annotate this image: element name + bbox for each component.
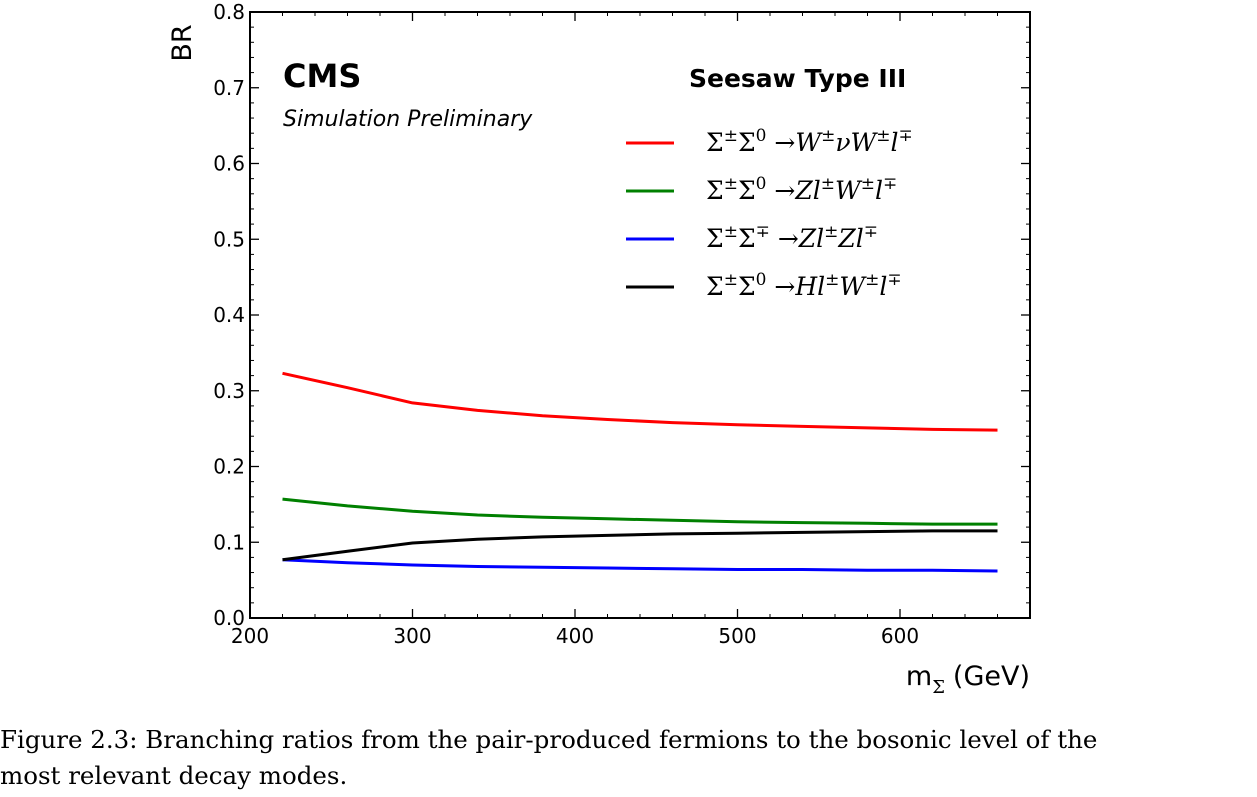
y-tick-label: 0.0: [213, 606, 245, 630]
y-tick-label: 0.2: [213, 455, 245, 479]
legend: Seesaw Type III Σ±Σ0 →W±νW±l∓Σ±Σ0 →Zl±W±…: [626, 64, 913, 301]
y-axis-ticks: 0.0 0.1 0.2 0.3 0.4 0.5 0.6 0.7 0.8: [213, 0, 1030, 630]
plot-frame: [249, 11, 1031, 619]
legend-entry-part: Σ: [706, 176, 724, 205]
legend-entry-part: →: [766, 272, 795, 301]
legend-entry-part: ±: [824, 222, 838, 242]
legend-entry: Σ±Σ0 →W±νW±l∓: [706, 126, 913, 157]
y-tick-label: 0.5: [213, 227, 245, 251]
x-tick-label: 500: [718, 624, 756, 648]
y-tick-label: 0.1: [213, 530, 245, 554]
legend-entry-part: W: [835, 176, 863, 205]
legend-entry-part: ±: [724, 222, 738, 242]
series-line-1: [282, 371, 998, 432]
legend-entry: Σ±Σ0 →Zl±W±l∓: [706, 174, 897, 205]
legend-entry-part: l: [879, 272, 887, 301]
y-tick-label: 0.6: [213, 152, 245, 176]
figure-caption: Figure 2.3: Branching ratios from the pa…: [0, 722, 1257, 794]
caption-line-2: most relevant decay modes.: [0, 761, 348, 790]
legend-entry-part: Zl: [837, 224, 863, 253]
y-tick-label: 0.8: [213, 0, 245, 24]
series-line-3: [282, 558, 998, 573]
legend-entry-part: 0: [756, 126, 767, 146]
simulation-preliminary-label: Simulation Preliminary: [283, 107, 533, 132]
y-tick-label: 0.7: [213, 76, 245, 100]
legend-entry-part: Σ: [706, 128, 724, 157]
series-line-4: [282, 529, 998, 562]
minor-ticks: [250, 12, 1031, 618]
x-tick-label: 300: [393, 624, 431, 648]
legend-entry-part: 0: [756, 270, 767, 290]
legend-entry-part: l: [890, 128, 898, 157]
legend-entry-part: ±: [865, 270, 879, 290]
x-axis-ticks: 200 300 400 500 600: [231, 12, 919, 648]
legend-entry-part: Σ: [706, 224, 724, 253]
legend-entry-part: ±: [876, 126, 890, 146]
y-tick-label: 0.4: [213, 303, 245, 327]
x-axis-label-subscript: Σ: [932, 677, 945, 698]
legend-entry-part: Σ: [738, 128, 756, 157]
legend-entry-part: Σ: [706, 272, 724, 301]
x-axis-label-unit: (GeV): [953, 661, 1030, 692]
legend-entry: Σ±Σ∓ →Zl±Zl∓: [706, 222, 878, 253]
legend-entry-part: ∓: [756, 222, 770, 242]
legend-entry-part: ±: [724, 174, 738, 194]
legend-entry-part: Hl: [794, 272, 825, 301]
legend-entry-part: →: [766, 128, 795, 157]
legend-entry-part: ±: [825, 270, 839, 290]
y-tick-label: 0.3: [213, 379, 245, 403]
plot-area-border: [249, 11, 1031, 619]
legend-entry-part: Zl: [798, 224, 824, 253]
legend-entry-part: →: [766, 176, 795, 205]
x-tick-label: 400: [556, 624, 594, 648]
legend-entry-part: Zl: [794, 176, 820, 205]
legend-entry-part: →: [770, 224, 799, 253]
cms-label: CMS: [283, 57, 361, 95]
series-lines: [282, 371, 998, 573]
legend-entry-part: Σ: [738, 272, 756, 301]
legend-entry-part: l: [875, 176, 883, 205]
legend-entry-part: ±: [821, 174, 835, 194]
legend-entry-part: ±: [724, 270, 738, 290]
legend-entry-part: Σ: [738, 176, 756, 205]
legend-entry-part: W: [839, 272, 867, 301]
series-line-2: [282, 497, 998, 526]
legend-entry-part: ±: [724, 126, 738, 146]
legend-entry: Σ±Σ0 →Hl±W±l∓: [706, 270, 902, 301]
legend-entry-part: W: [795, 128, 823, 157]
legend-entry-part: ∓: [887, 270, 901, 290]
x-axis-label: mΣ (GeV): [906, 661, 1030, 698]
x-tick-label: 600: [881, 624, 919, 648]
legend-entry-part: ∓: [883, 174, 897, 194]
legend-entry-part: ∓: [864, 222, 878, 242]
legend-entry-part: ±: [861, 174, 875, 194]
y-axis-label: BR: [167, 24, 198, 61]
legend-entry-part: Σ: [738, 224, 756, 253]
x-tick-label: 200: [231, 624, 269, 648]
legend-entry-part: 0: [756, 174, 767, 194]
legend-entry-part: ±: [821, 126, 835, 146]
legend-entry-part: ∓: [898, 126, 912, 146]
x-axis-label-m: m: [906, 661, 932, 692]
caption-line-1: Figure 2.3: Branching ratios from the pa…: [0, 725, 1098, 754]
legend-entry-part: νW: [835, 128, 878, 157]
legend-title: Seesaw Type III: [689, 64, 906, 93]
